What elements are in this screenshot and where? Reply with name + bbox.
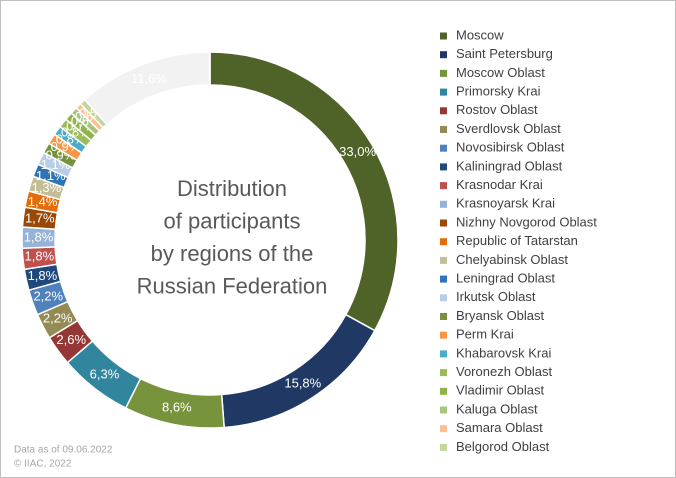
legend-label: Moscow (456, 27, 504, 42)
legend-swatch (440, 200, 447, 208)
legend-label: Leningrad Oblast (456, 271, 555, 286)
legend-swatch (440, 443, 447, 451)
legend-label: Krasnoyarsk Krai (456, 196, 555, 211)
legend-swatch (440, 406, 447, 414)
footnote: © IIAC, 2022 (14, 459, 72, 470)
center-title: of participants (164, 208, 301, 233)
legend-swatch (440, 182, 447, 190)
legend-label: Belgorod Oblast (456, 439, 550, 454)
legend-swatch (440, 51, 447, 59)
legend-swatch (440, 238, 447, 246)
value-label: 2,6% (56, 332, 86, 347)
donut-segment (83, 51, 211, 126)
legend-swatch (440, 275, 447, 283)
legend-label: Samara Oblast (456, 420, 543, 435)
value-label: 1,8% (25, 249, 55, 264)
legend-swatch (440, 69, 447, 77)
legend-label: Rostov Oblast (456, 102, 538, 117)
center-title: Russian Federation (137, 273, 328, 298)
legend-label: Voronezh Oblast (456, 364, 553, 379)
legend-label: Nizhny Novgorod Oblast (456, 214, 597, 229)
legend-swatch (440, 350, 447, 358)
legend-label: Bryansk Oblast (456, 308, 545, 323)
legend-label: Perm Krai (456, 327, 514, 342)
center-title: Distribution (177, 176, 287, 201)
legend-label: Khabarovsk Krai (456, 345, 551, 360)
legend-label: Kaluga Oblast (456, 401, 538, 416)
legend-swatch (440, 331, 447, 339)
legend-swatch (440, 126, 447, 133)
value-label: 2,2% (43, 310, 73, 325)
legend-label: Saint Petersburg (456, 46, 553, 61)
value-label: 11,6% (131, 71, 167, 86)
footnote: Data as of 09.06.2022 (14, 445, 113, 456)
legend-swatch (440, 425, 447, 433)
legend-label: Krasnodar Krai (456, 177, 543, 192)
legend-swatch (440, 294, 447, 302)
legend-label: Primorsky Krai (456, 84, 541, 99)
legend-swatch (440, 219, 447, 227)
value-label: 33,0% (339, 144, 376, 159)
legend-label: Irkutsk Oblast (456, 289, 536, 304)
value-label: 1,8% (24, 229, 54, 244)
value-label: 1,8% (28, 268, 58, 283)
legend-swatch (440, 88, 447, 96)
value-label: 1,4% (28, 194, 58, 209)
legend-swatch (440, 107, 447, 115)
legend-swatch (440, 387, 447, 395)
value-label: 8,6% (162, 400, 192, 415)
legend-label: Vladimir Oblast (456, 383, 545, 398)
legend-swatch (440, 369, 447, 377)
legend-label: Kaliningrad Oblast (456, 158, 563, 173)
legend-swatch (440, 32, 447, 40)
legend-label: Republic of Tatarstan (456, 233, 578, 248)
value-label: 6,3% (90, 367, 120, 382)
value-label: 15,8% (284, 376, 321, 391)
value-label: 2,2% (33, 289, 63, 304)
legend-swatch (440, 144, 447, 152)
legend-label: Novosibirsk Oblast (456, 140, 565, 155)
value-label: 1,7% (25, 210, 55, 225)
legend-swatch (440, 313, 447, 320)
legend-swatch (440, 163, 447, 171)
center-title: by regions of the (151, 241, 314, 266)
legend-swatch (440, 256, 447, 264)
legend-label: Moscow Oblast (456, 65, 545, 80)
legend-label: Sverdlovsk Oblast (456, 121, 561, 136)
legend-label: Chelyabinsk Oblast (456, 252, 568, 267)
